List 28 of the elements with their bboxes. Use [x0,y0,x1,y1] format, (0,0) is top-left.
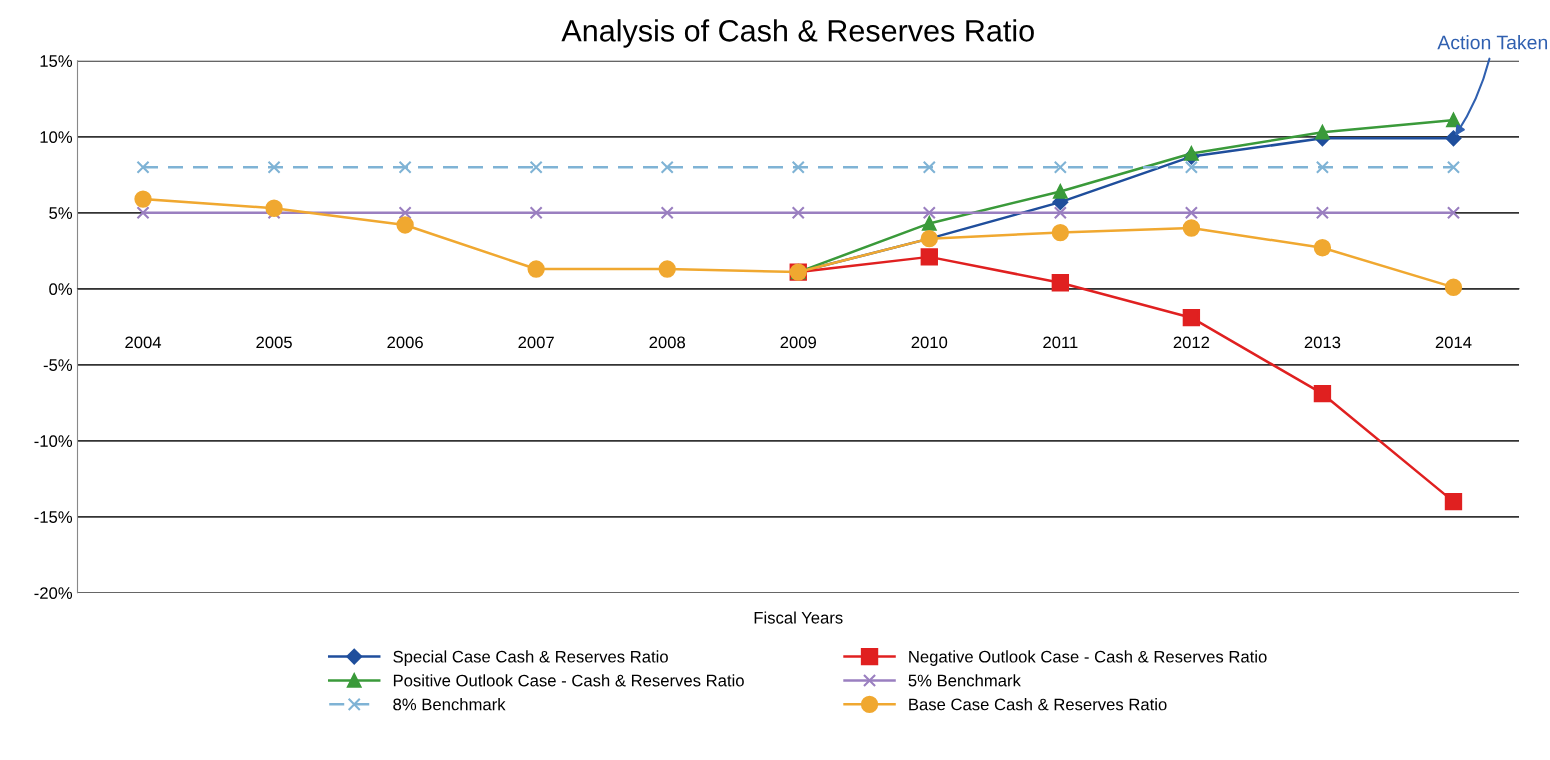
y-tick-label: 5% [49,207,73,219]
x-tick-label: 2006 [387,336,423,349]
legend-label: Positive Outlook Case - Cash & Reserves Ratio [393,674,744,687]
x-tick-label: 2007 [518,336,554,349]
y-tick-label: 10% [40,131,73,143]
chart-title: Analysis of Cash & Reserves Ratio [561,19,1034,48]
x-tick-label: 2004 [125,336,162,349]
y-tick-label: -10% [34,435,73,447]
y-tick-label: -20% [34,587,73,599]
x-tick-label: 2013 [1304,336,1341,349]
x-tick-label: 2005 [256,336,292,349]
x-tick-label: 2011 [1043,336,1078,349]
y-tick-label: -5% [43,359,73,371]
x-tick-label: 2010 [911,336,948,349]
y-tick-label: -15% [34,511,73,523]
x-tick-label: 2012 [1173,336,1210,349]
legend-label: Negative Outlook Case - Cash & Reserves Ratio [909,650,1267,666]
legend-label: Special Case Cash & Reserves Ratio [393,650,668,666]
legend-label: 8% Benchmark [393,698,506,711]
y-tick-label: 0% [49,283,73,295]
y-tick-label: 15% [40,55,73,67]
legend-label: Base Case Cash & Reserves Ratio [909,698,1167,711]
x-tick-label: 2008 [649,336,686,349]
legend-label: 5% Benchmark [908,674,1021,687]
x-tick-label: 2009 [780,336,816,349]
x-tick-label: 2014 [1435,336,1472,349]
annotation: Action Taken [1437,35,1548,50]
x-axis-title: Fiscal Years [754,611,843,624]
